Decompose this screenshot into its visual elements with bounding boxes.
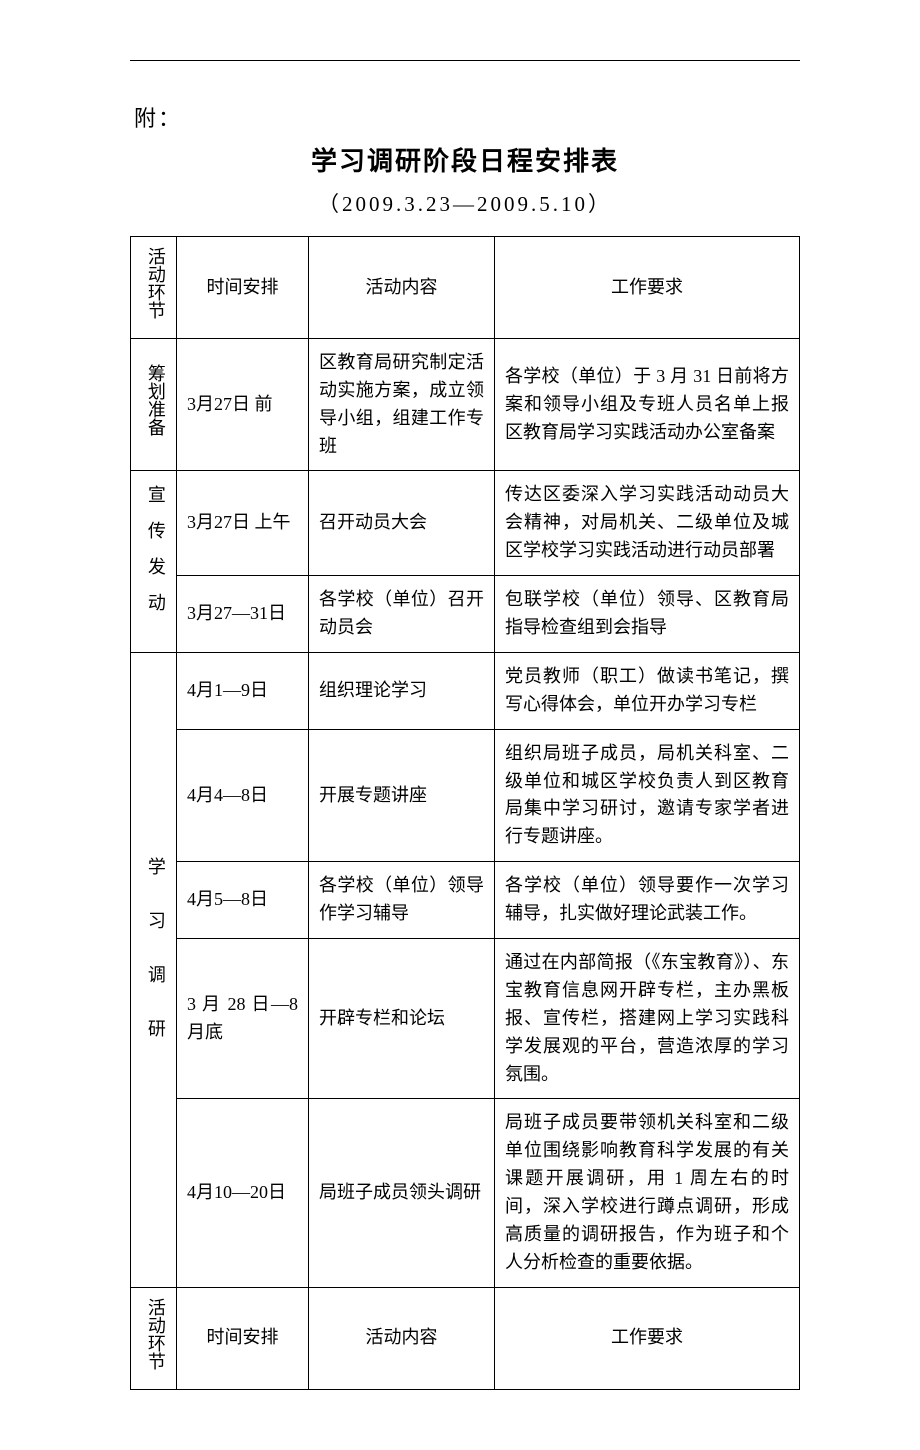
col-time-header: 时间安排 (177, 1287, 309, 1389)
table-header-row: 活动环节 时间安排 活动内容 工作要求 (131, 237, 800, 339)
table-row: 4月4—8日 开展专题讲座 组织局班子成员，局机关科室、二级单位和城区学校负责人… (131, 729, 800, 862)
requirement-cell: 各学校（单位）于 3 月 31 日前将方案和领导小组及专班人员名单上报区教育局学… (495, 338, 800, 471)
stage-cell: 筹划准备 (131, 338, 177, 471)
activity-cell: 开辟专栏和论坛 (309, 939, 495, 1099)
time-cell: 3月27—31日 (177, 576, 309, 653)
requirement-cell: 组织局班子成员，局机关科室、二级单位和城区学校负责人到区教育局集中学习研讨，邀请… (495, 729, 800, 862)
table-row: 筹划准备 3月27日 前 区教育局研究制定活动实施方案，成立领导小组，组建工作专… (131, 338, 800, 471)
activity-cell: 组织理论学习 (309, 652, 495, 729)
document-title: 学习调研阶段日程安排表 (130, 141, 800, 178)
col-requirement-header: 工作要求 (495, 1287, 800, 1389)
table-row: 4月10—20日 局班子成员领头调研 局班子成员要带领机关科室和二级单位围绕影响… (131, 1099, 800, 1287)
table-row: 3 月 28 日—8月底 开辟专栏和论坛 通过在内部简报（《东宝教育》）、东宝教… (131, 939, 800, 1099)
col-stage-header: 活动环节 (131, 237, 177, 339)
col-requirement-header: 工作要求 (495, 237, 800, 339)
table-row: 宣传发动 3月27日 上午 召开动员大会 传达区委深入学习实践活动动员大会精神，… (131, 471, 800, 576)
table-row: 学习调研 4月1—9日 组织理论学习 党员教师（职工）做读书笔记，撰写心得体会，… (131, 652, 800, 729)
requirement-cell: 各学校（单位）领导要作一次学习辅导，扎实做好理论武装工作。 (495, 862, 800, 939)
activity-cell: 局班子成员领头调研 (309, 1099, 495, 1287)
table-footer-row: 活动环节 时间安排 活动内容 工作要求 (131, 1287, 800, 1389)
schedule-table: 活动环节 时间安排 活动内容 工作要求 筹划准备 3月27日 前 区教育局研究制… (130, 236, 800, 1390)
document-subtitle: （2009.3.23—2009.5.10） (130, 188, 800, 218)
stage-cell: 宣传发动 (131, 471, 177, 652)
requirement-cell: 包联学校（单位）领导、区教育局指导检查组到会指导 (495, 576, 800, 653)
document-page: 附： 学习调研阶段日程安排表 （2009.3.23—2009.5.10） 活动环… (0, 0, 920, 1450)
table-row: 4月5—8日 各学校（单位）领导作学习辅导 各学校（单位）领导要作一次学习辅导，… (131, 862, 800, 939)
activity-cell: 开展专题讲座 (309, 729, 495, 862)
activity-cell: 区教育局研究制定活动实施方案，成立领导小组，组建工作专班 (309, 338, 495, 471)
table-row: 3月27—31日 各学校（单位）召开动员会 包联学校（单位）领导、区教育局指导检… (131, 576, 800, 653)
time-cell: 4月1—9日 (177, 652, 309, 729)
time-cell: 3 月 28 日—8月底 (177, 939, 309, 1099)
attachment-label: 附： (134, 101, 800, 133)
col-stage-header: 活动环节 (131, 1287, 177, 1389)
time-cell: 3月27日 上午 (177, 471, 309, 576)
header-rule (130, 60, 800, 61)
activity-cell: 各学校（单位）领导作学习辅导 (309, 862, 495, 939)
activity-cell: 召开动员大会 (309, 471, 495, 576)
requirement-cell: 党员教师（职工）做读书笔记，撰写心得体会，单位开办学习专栏 (495, 652, 800, 729)
col-activity-header: 活动内容 (309, 1287, 495, 1389)
requirement-cell: 局班子成员要带领机关科室和二级单位围绕影响教育科学发展的有关课题开展调研，用 1… (495, 1099, 800, 1287)
activity-cell: 各学校（单位）召开动员会 (309, 576, 495, 653)
col-time-header: 时间安排 (177, 237, 309, 339)
time-cell: 4月4—8日 (177, 729, 309, 862)
time-cell: 3月27日 前 (177, 338, 309, 471)
requirement-cell: 通过在内部简报（《东宝教育》）、东宝教育信息网开辟专栏，主办黑板报、宣传栏，搭建… (495, 939, 800, 1099)
requirement-cell: 传达区委深入学习实践活动动员大会精神，对局机关、二级单位及城区学校学习实践活动进… (495, 471, 800, 576)
col-activity-header: 活动内容 (309, 237, 495, 339)
time-cell: 4月5—8日 (177, 862, 309, 939)
time-cell: 4月10—20日 (177, 1099, 309, 1287)
stage-cell: 学习调研 (131, 652, 177, 1287)
